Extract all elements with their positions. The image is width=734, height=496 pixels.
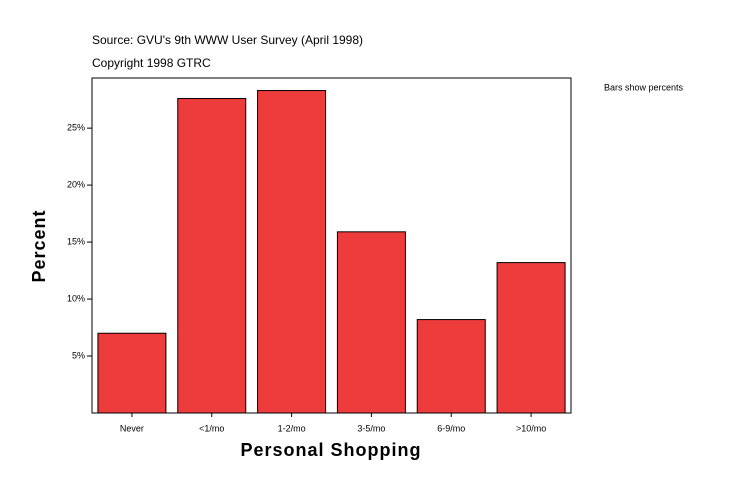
y-axis-title: Percent [29,209,49,282]
source: Source: GVU's 9th WWW User Survey (April… [92,33,363,47]
y-tick-label: 5% [72,350,85,360]
x-axis-title: Personal Shopping [240,440,421,460]
plot-frame [91,77,572,414]
y-tick-label: 20% [67,179,85,189]
bar [416,319,486,414]
bar [177,98,247,414]
x-tick-label: <1/mo [199,423,224,433]
y-tick-label: 10% [67,293,85,303]
copyright: Copyright 1998 GTRC [92,56,211,70]
bar [97,332,167,414]
x-tick-label: 1-2/mo [278,423,306,433]
bar [496,262,566,414]
y-tick-label: 25% [67,123,85,133]
bar [336,231,406,414]
y-tick-label: 15% [67,236,85,246]
bar [257,90,327,414]
x-tick-label: 6-9/mo [437,423,465,433]
x-tick-label: Never [120,423,144,433]
x-tick-label: >10/mo [516,423,546,433]
x-tick-label: 3-5/mo [357,423,385,433]
note: Bars show percents [604,82,684,92]
